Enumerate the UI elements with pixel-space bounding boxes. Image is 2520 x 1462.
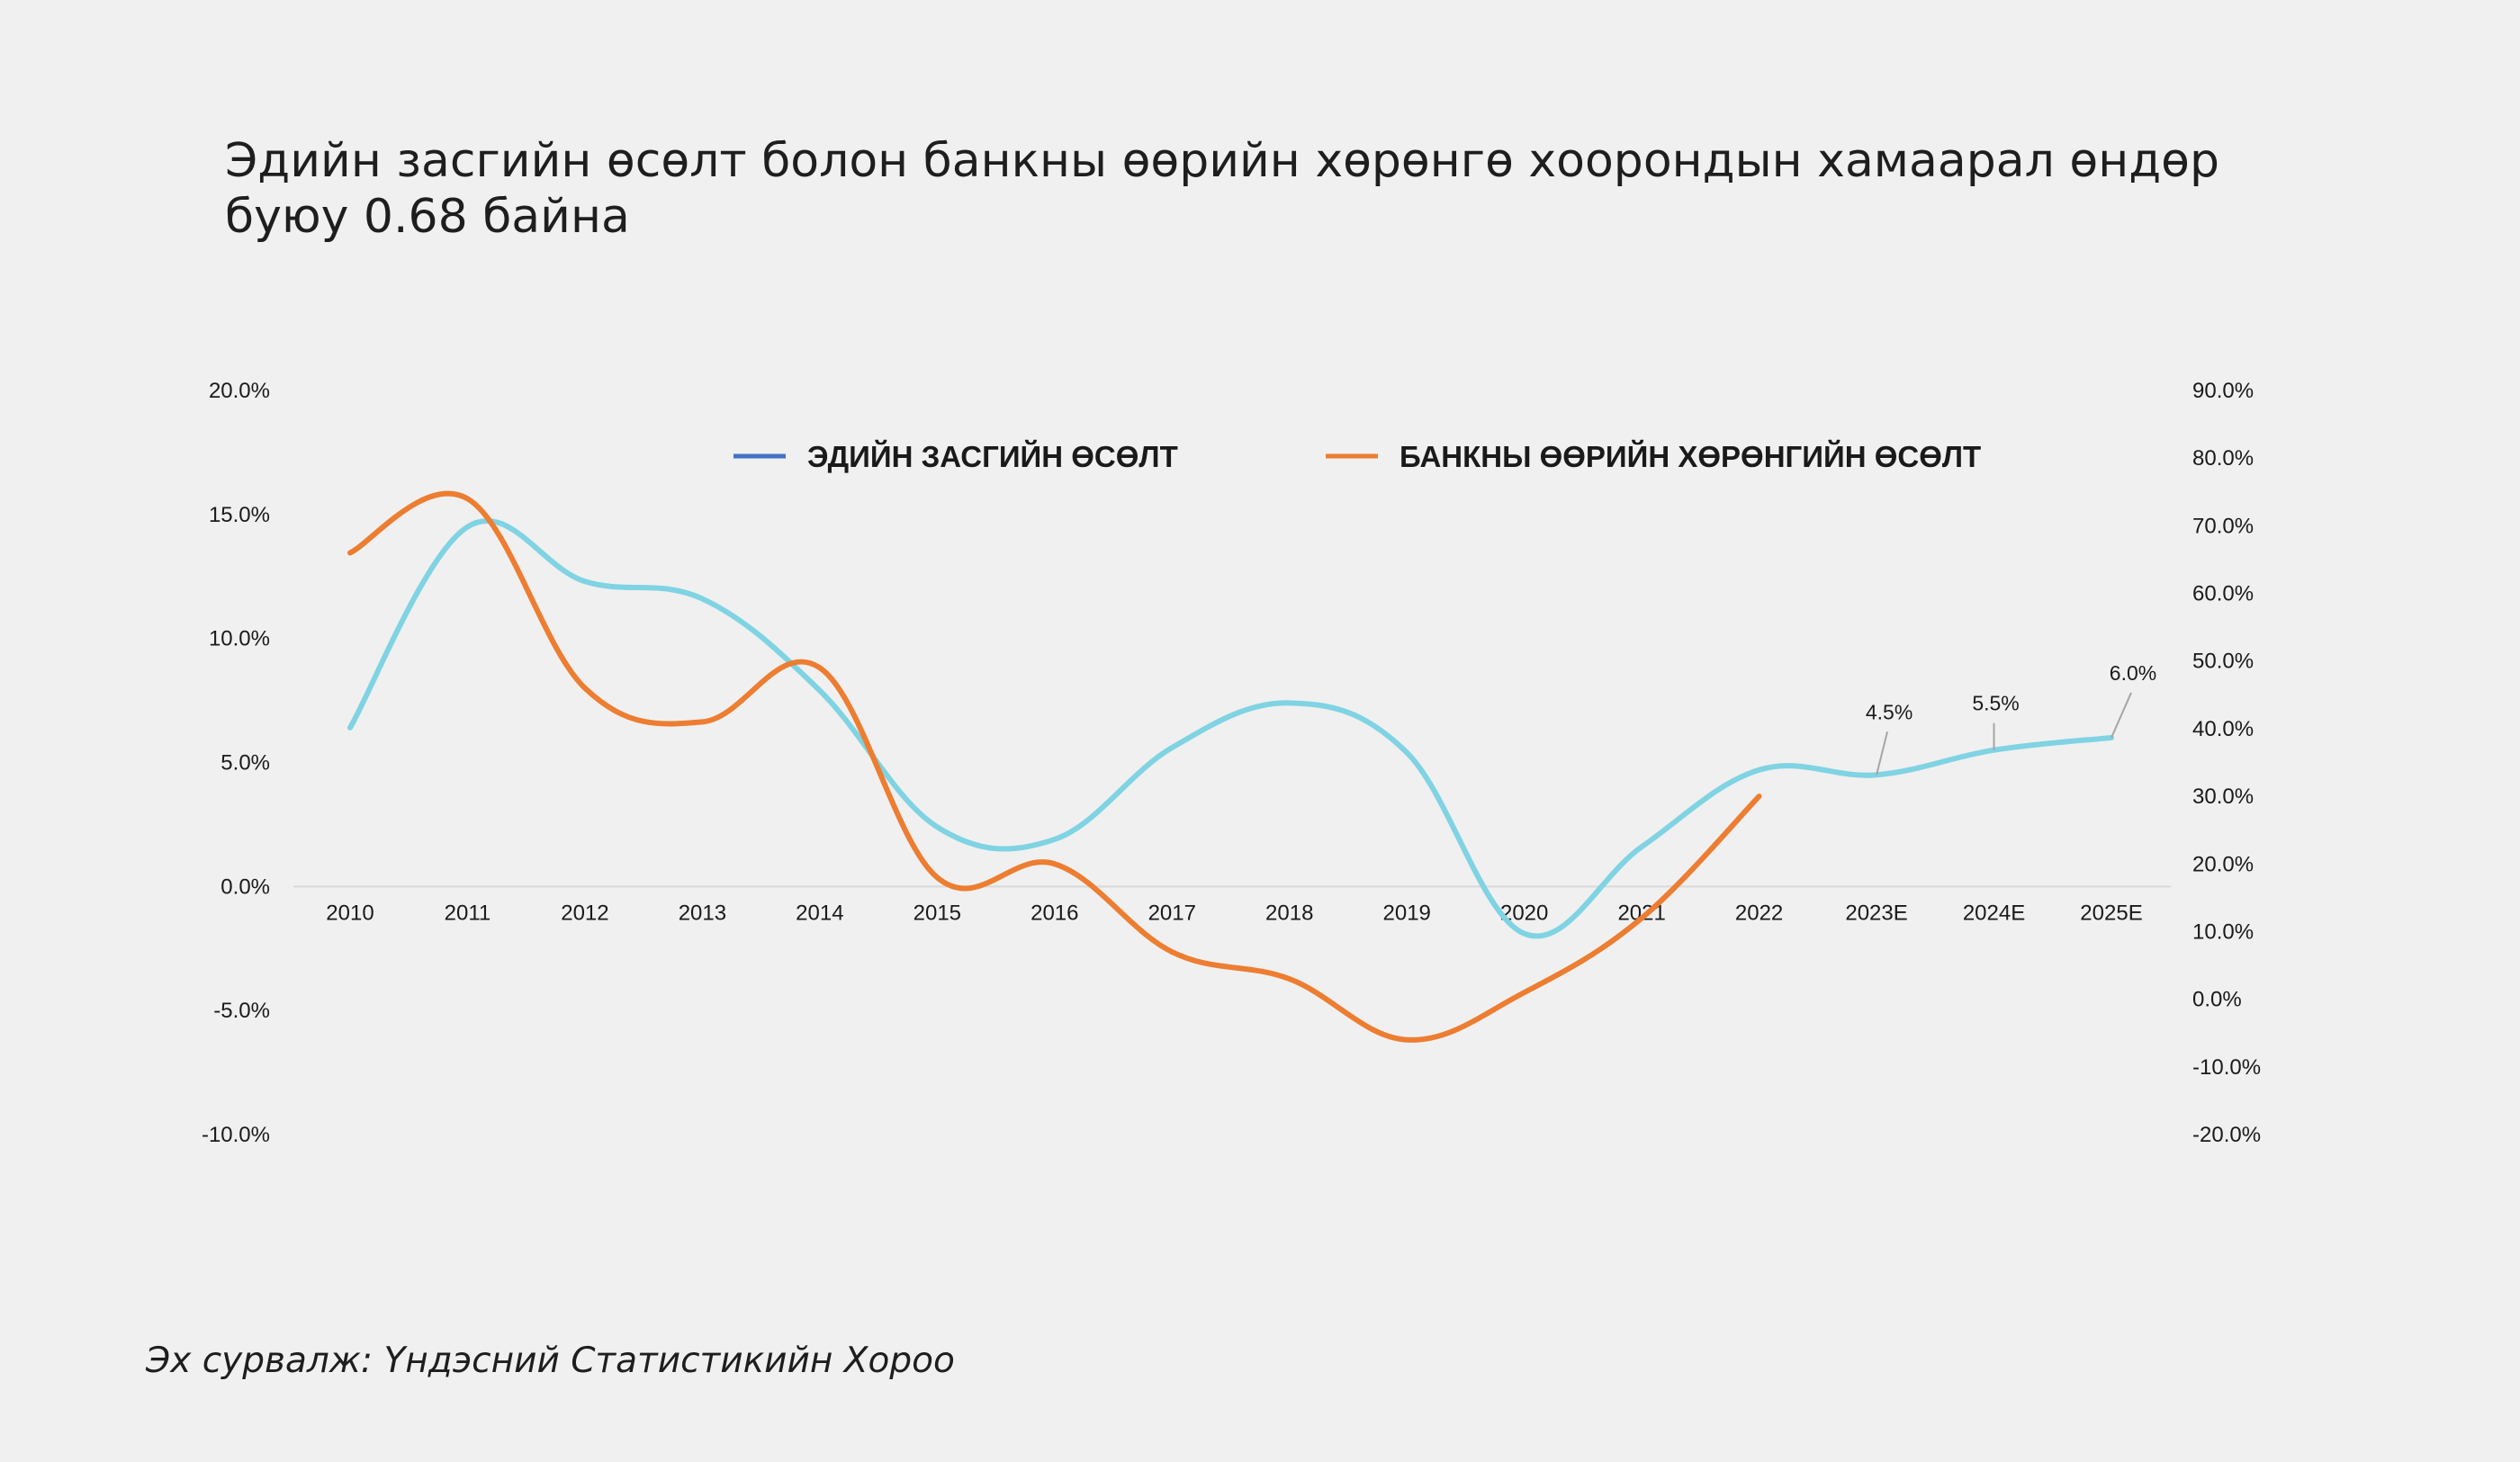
y-right-tick-label: 40.0% bbox=[2192, 717, 2254, 741]
y-right-tick-label: 0.0% bbox=[2192, 988, 2242, 1012]
y-left-tick-label: 0.0% bbox=[220, 875, 270, 899]
y-left-tick-label: 15.0% bbox=[209, 503, 270, 527]
x-tick-label: 2017 bbox=[1148, 901, 1196, 925]
x-tick-label: 2010 bbox=[326, 901, 374, 925]
y-left-tick-label: -5.0% bbox=[213, 999, 270, 1023]
x-axis: 2010 2011 2012 2013 2014 2015 2016 2017 2018 2019… bbox=[326, 901, 2142, 925]
legend: ЭДИЙН ЗАСГИЙН ӨСӨЛТ БАНКНЫ ӨӨРИЙН ХӨРӨНГИ… bbox=[734, 439, 1981, 473]
x-tick-label: 2012 bbox=[561, 901, 608, 925]
x-tick-label: 2011 bbox=[445, 901, 491, 925]
x-tick-label: 2015 bbox=[914, 901, 961, 925]
series-line-1 bbox=[347, 518, 2114, 939]
x-tick-label: 2016 bbox=[1030, 901, 1078, 925]
y-right-tick-label: 30.0% bbox=[2192, 785, 2254, 809]
y-axis-left: 20.0% 15.0% 10.0% 5.0% 0.0% -5.0% -10.0% bbox=[202, 379, 270, 1147]
annotation-label: 4.5% bbox=[1866, 700, 1912, 723]
annotation-label: 6.0% bbox=[2110, 661, 2156, 685]
x-tick-label: 2025E bbox=[2080, 901, 2142, 925]
y-left-tick-label: 5.0% bbox=[220, 751, 270, 776]
y-axis-right: 90.0% 80.0% 70.0% 60.0% 50.0% 40.0% 30.0% 20.0%… bbox=[2192, 379, 2261, 1147]
x-tick-label: 2018 bbox=[1265, 901, 1313, 925]
legend-label-2: БАНКНЫ ӨӨРИЙН ХӨРӨНГИЙН ӨСӨЛТ bbox=[1400, 439, 1981, 473]
annotation-leader-line bbox=[1876, 731, 1889, 776]
y-right-tick-label: 50.0% bbox=[2192, 650, 2254, 674]
y-left-tick-label: 10.0% bbox=[209, 627, 270, 651]
annotation-label: 5.5% bbox=[1972, 692, 2019, 715]
y-right-tick-label: 80.0% bbox=[2192, 446, 2254, 471]
y-right-tick-label: -20.0% bbox=[2192, 1123, 2261, 1147]
y-right-tick-label: -10.0% bbox=[2192, 1055, 2261, 1080]
x-tick-label: 2022 bbox=[1735, 901, 1783, 925]
y-left-tick-label: -10.0% bbox=[202, 1123, 270, 1147]
legend-label-1: ЭДИЙН ЗАСГИЙН ӨСӨЛТ bbox=[807, 439, 1178, 473]
y-right-tick-label: 90.0% bbox=[2192, 379, 2254, 403]
series-lines bbox=[347, 490, 2114, 1043]
data-annotations: 4.5% 5.5% 6.0% bbox=[1866, 661, 2156, 776]
x-tick-label: 2024E bbox=[1963, 901, 2025, 925]
y-right-tick-label: 70.0% bbox=[2192, 514, 2254, 538]
x-tick-label: 2013 bbox=[679, 901, 726, 925]
series-line-2 bbox=[347, 490, 1762, 1043]
y-right-tick-label: 20.0% bbox=[2192, 852, 2254, 876]
chart-title: Эдийн засгийн өсөлт болон банкны өөрийн … bbox=[225, 134, 2219, 244]
x-tick-label: 2019 bbox=[1383, 901, 1431, 925]
y-left-tick-label: 20.0% bbox=[209, 379, 270, 403]
x-tick-label: 2023E bbox=[1845, 901, 1907, 925]
source-note: Эх сурвалж: Үндэсний Статистикийн Хороо bbox=[146, 1341, 955, 1381]
y-right-tick-label: 10.0% bbox=[2192, 919, 2254, 944]
annotation-leader-line bbox=[2110, 692, 2132, 739]
x-tick-label: 2014 bbox=[796, 901, 843, 925]
y-right-tick-label: 60.0% bbox=[2192, 582, 2254, 606]
